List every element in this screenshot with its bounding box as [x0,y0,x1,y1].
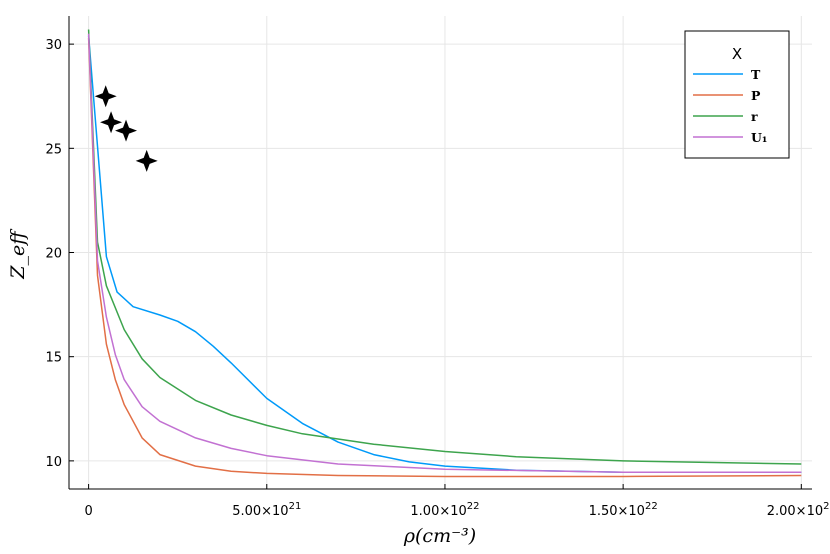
x-tick-label-base: 5.00×10 [232,504,288,519]
x-axis-label: ρ(cm⁻³) [403,525,476,547]
star-markers [94,85,158,172]
y-tick-label: 15 [45,351,62,366]
x-tick-label-exponent: 22 [467,501,480,512]
axes [68,16,812,490]
legend-label-r: r [751,109,758,124]
series-line-U₁ [87,33,802,474]
star-marker [135,149,158,172]
series-line-P [87,37,802,478]
y-tick-label: 20 [45,247,62,262]
legend-title: X [732,45,742,63]
star-marker [94,85,117,108]
series-line-r [87,29,802,465]
series-lines [87,29,802,478]
star-marker [100,111,123,134]
x-tick-label-base: 1.50×10 [589,504,645,519]
x-tick-label-exponent: 22 [823,501,830,512]
y-tick-labels: 10 15 20 25 30 [45,38,62,470]
legend-label-P: P [751,88,761,103]
x-tick-label-exponent: 21 [289,501,302,512]
legend: X TPr U₁ [684,30,790,159]
x-tick-label: 2.00×1022 [767,501,830,519]
legend-label-U₁: U₁ [751,130,767,145]
y-tick-label: 30 [45,38,62,53]
series-line-T [87,35,802,474]
x-tick-label: 1.00×1022 [410,501,479,519]
x-tick-label-exponent: 22 [645,501,658,512]
x-tick-label-base: 2.00×10 [767,504,823,519]
x-tick-label: 0 [84,504,92,519]
y-axis-label: Z_eff [7,228,29,280]
x-tick-label-base: 1.00×10 [410,504,466,519]
x-tick-label: 5.00×1021 [232,501,301,519]
star-marker [115,119,138,142]
y-tick-label: 10 [45,455,62,470]
y-tick-label: 25 [45,142,62,157]
x-tick-label: 1.50×1022 [589,501,658,519]
x-tick-label-base: 0 [84,504,92,519]
legend-label-T: T [751,67,761,82]
